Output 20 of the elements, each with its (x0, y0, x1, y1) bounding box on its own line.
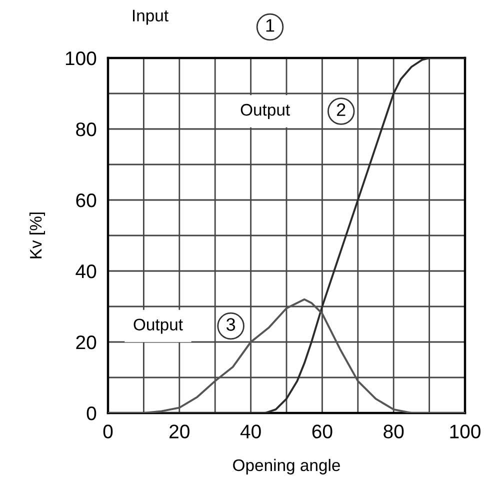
text: 1 (266, 19, 274, 32)
text: Input (133, 10, 168, 25)
y-tick-label: 100 (66, 51, 96, 66)
x-tick-label: 80 (384, 424, 404, 438)
y-tick-label: 0 (86, 406, 96, 420)
annotation: Output (240, 104, 290, 120)
x-tick-label: 60 (312, 424, 332, 438)
y-tick-label: 80 (76, 122, 96, 136)
x-tick-label: 20 (170, 424, 190, 438)
annotation: Output (134, 318, 183, 334)
annotation: 3 (226, 318, 236, 331)
y-tick-label: 40 (76, 264, 96, 278)
x-tick-label: 0 (103, 424, 113, 438)
x-axis-title: Opening angle (233, 458, 340, 474)
y-tick-label: 60 (76, 193, 96, 208)
x-tick-label: 40 (240, 424, 261, 438)
x-tick-label: 100 (450, 424, 480, 438)
annotation: 2 (337, 103, 346, 116)
y-tick-label: 20 (76, 335, 96, 350)
y-axis-title: Kv [%] (29, 212, 46, 258)
